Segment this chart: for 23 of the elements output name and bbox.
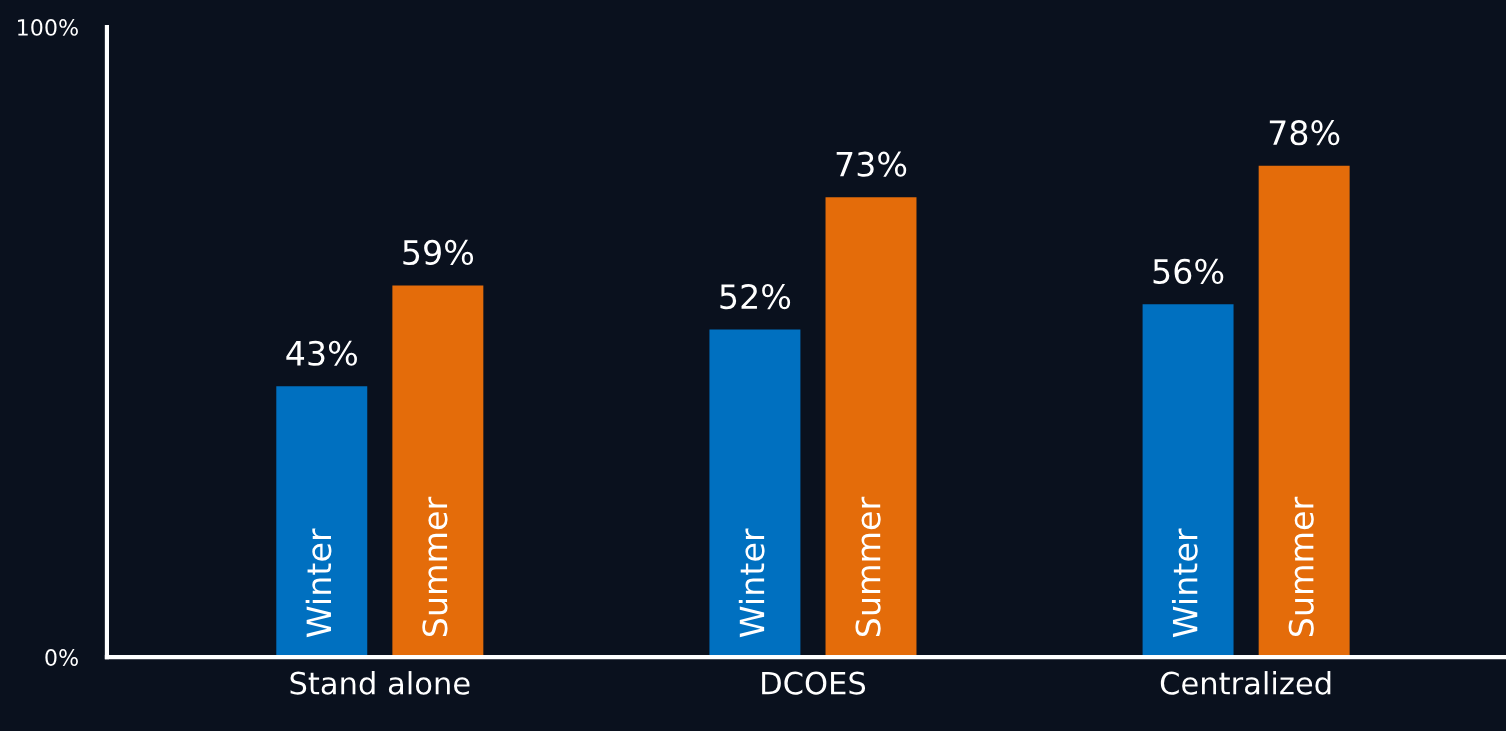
data-label: 73% bbox=[836, 151, 907, 177]
bar bbox=[1142, 304, 1234, 658]
data-label: 43% bbox=[286, 340, 357, 366]
data-label: 78% bbox=[1269, 120, 1340, 146]
bar bbox=[1258, 165, 1350, 658]
bar bbox=[276, 386, 368, 658]
data-label: 56% bbox=[1153, 258, 1224, 284]
x-tick-label: Stand alone bbox=[290, 671, 470, 695]
text: Summer bbox=[1288, 496, 1314, 637]
data-label: 52% bbox=[720, 283, 791, 310]
bar bbox=[709, 329, 801, 658]
y-tick-label: 100% bbox=[18, 19, 78, 36]
bar bbox=[825, 197, 917, 658]
y-tick-label: 0% bbox=[45, 649, 78, 666]
x-tick-label: DCOES bbox=[762, 671, 866, 695]
series-label: Winter bbox=[305, 528, 332, 638]
series-label: Summer bbox=[422, 496, 448, 637]
bar bbox=[392, 285, 484, 658]
text: Winter bbox=[1171, 528, 1198, 638]
text: Winter bbox=[738, 528, 765, 638]
text: Summer bbox=[855, 496, 881, 637]
x-tick-label: Centralized bbox=[1160, 671, 1331, 695]
data-label: 59% bbox=[403, 239, 474, 266]
